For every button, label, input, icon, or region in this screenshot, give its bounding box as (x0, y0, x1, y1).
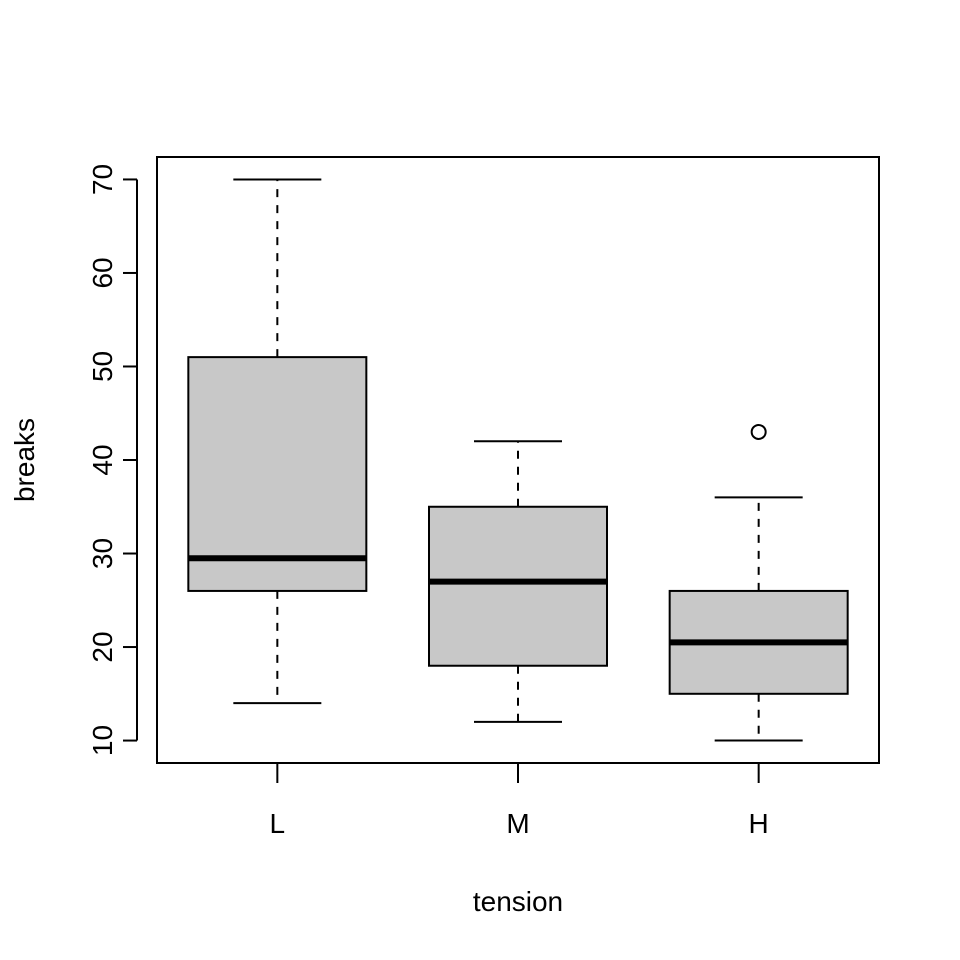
y-axis: 10 20 30 40 50 60 70 (87, 164, 138, 756)
box-iqr (187, 356, 368, 592)
y-tick-label: 20 (87, 631, 118, 662)
y-tick-label: 60 (87, 257, 118, 288)
y-tick-label: 10 (87, 725, 118, 756)
y-tick-label: 70 (87, 164, 118, 195)
y-tick-label: 30 (87, 538, 118, 569)
y-tick-label: 40 (87, 444, 118, 475)
x-axis-title: tension (473, 886, 563, 917)
x-tick-label: M (506, 808, 529, 839)
y-axis-title: breaks (9, 418, 40, 502)
box-iqr (428, 505, 608, 667)
box-group-M (428, 440, 608, 723)
box-group-L (187, 178, 368, 705)
boxes-layer (187, 178, 849, 742)
outlier-point (750, 423, 767, 440)
x-tick-label: L (270, 808, 286, 839)
x-tick-label: H (749, 808, 769, 839)
y-tick-label: 50 (87, 351, 118, 382)
box-group-H (668, 423, 849, 742)
